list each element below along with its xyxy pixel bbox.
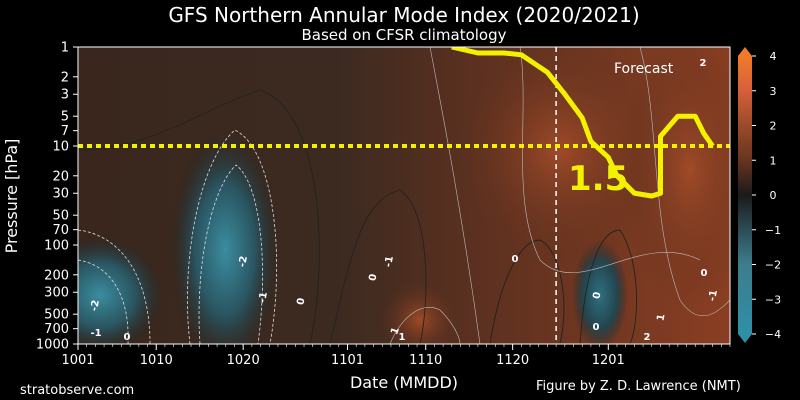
contour-thin bbox=[429, 47, 481, 344]
forecast-label: Forecast bbox=[614, 61, 674, 77]
contour-label: -1 bbox=[707, 289, 720, 302]
contour-label: 0 bbox=[701, 268, 708, 279]
y-tick-label: 100 bbox=[44, 239, 69, 254]
colorbar-gradient bbox=[738, 56, 752, 334]
positive-anomaly-late-november bbox=[450, 47, 670, 270]
x-tick-label: 1020 bbox=[227, 353, 260, 368]
contour-label: -1 bbox=[257, 291, 270, 304]
contour-dashed bbox=[187, 129, 277, 344]
x-tick-label: 1201 bbox=[592, 353, 625, 368]
contour-solid bbox=[329, 189, 427, 344]
positive-anomaly-december bbox=[620, 47, 730, 310]
colorbar-tick-label: 3 bbox=[770, 85, 777, 98]
colorbar-tick-label: −2 bbox=[765, 259, 781, 272]
y-tick-label: 200 bbox=[44, 268, 69, 283]
plot-frame bbox=[77, 46, 731, 345]
contour-label: 2 bbox=[700, 58, 707, 69]
y-tick-label: 700 bbox=[44, 322, 69, 337]
chart-title: GFS Northern Annular Mode Index (2020/20… bbox=[168, 3, 639, 27]
contour-label: 0 bbox=[593, 322, 600, 333]
colorbar-tick-label: 1 bbox=[770, 154, 777, 167]
contour-label: -2 bbox=[237, 255, 250, 268]
contour-dashed bbox=[78, 259, 129, 344]
footer-credit: Figure by Z. D. Lawrence (NMT) bbox=[536, 379, 741, 394]
contour-label: 0 bbox=[296, 297, 308, 306]
colorbar-ticks: 4 3 2 1 0 −1 −2 −3 −4 bbox=[752, 50, 781, 341]
x-tick-label: 1001 bbox=[61, 353, 94, 368]
positive-anomaly-early-november bbox=[380, 280, 460, 344]
negative-anomaly-mid-october bbox=[170, 130, 280, 344]
contour-solid bbox=[78, 89, 320, 344]
x-tick-label: 1120 bbox=[496, 353, 529, 368]
contour-thin bbox=[389, 307, 461, 344]
y-tick-label: 1 bbox=[61, 41, 69, 56]
contour-label: 1 bbox=[656, 313, 668, 322]
x-axis-ticks: 1001 1010 1020 1101 1110 1120 1201 bbox=[61, 344, 731, 368]
y-tick-label: 30 bbox=[52, 187, 69, 202]
y-tick-label: 10 bbox=[52, 140, 69, 155]
y-tick-label: 1000 bbox=[36, 338, 69, 353]
y-tick-label: 500 bbox=[44, 308, 69, 323]
colorbar-min-extension bbox=[738, 334, 752, 343]
y-tick-label: 50 bbox=[52, 209, 69, 224]
colorbar-tick-label: −3 bbox=[765, 293, 781, 306]
y-tick-label: 2 bbox=[61, 70, 69, 85]
colorbar-max-extension bbox=[738, 47, 752, 56]
threshold-contour-line bbox=[451, 47, 715, 199]
contour-thin bbox=[519, 47, 701, 273]
contour-thin bbox=[639, 47, 730, 316]
colorbar-tick-label: −1 bbox=[765, 224, 781, 237]
contour-label: 0 bbox=[124, 332, 131, 343]
y-tick-label: 7 bbox=[61, 124, 69, 139]
contour-dashed bbox=[78, 229, 151, 344]
y-axis-label: Pressure [hPa] bbox=[2, 139, 21, 254]
contour-label: 0 bbox=[592, 291, 604, 300]
x-tick-label: 1101 bbox=[331, 353, 364, 368]
colorbar-tick-label: 4 bbox=[770, 50, 777, 63]
y-tick-label: 20 bbox=[52, 169, 69, 184]
colorbar-tick-label: 2 bbox=[770, 120, 777, 133]
contour-solid bbox=[579, 229, 638, 344]
contour-label: 0 bbox=[512, 254, 519, 265]
y-tick-label: 300 bbox=[44, 286, 69, 301]
contour-label: -1 bbox=[383, 255, 396, 268]
colorbar-tick-label: −4 bbox=[765, 328, 781, 341]
contour-label: 1 bbox=[389, 326, 402, 336]
x-tick-label: 1010 bbox=[140, 353, 173, 368]
footer-site: stratobserve.com bbox=[20, 383, 134, 398]
contour-solid bbox=[489, 239, 565, 344]
annotation-1-5: 1.5 bbox=[568, 159, 628, 199]
y-tick-label: 5 bbox=[61, 110, 69, 125]
contour-label: -2 bbox=[89, 299, 102, 312]
colorbar-tick-label: 0 bbox=[770, 189, 777, 202]
contour-label: 2 bbox=[644, 332, 651, 343]
contour-label: -1 bbox=[90, 328, 101, 339]
x-axis-label: Date (MMDD) bbox=[350, 373, 458, 392]
y-tick-label: 70 bbox=[52, 223, 69, 238]
colorbar: 4 3 2 1 0 −1 −2 −3 −4 bbox=[738, 47, 781, 343]
contour-label: 0 bbox=[368, 273, 380, 282]
x-tick-label: 1110 bbox=[409, 353, 442, 368]
negative-anomaly-lower-left bbox=[78, 235, 165, 344]
y-tick-label: 3 bbox=[61, 88, 69, 103]
contour-label: 1 bbox=[399, 332, 406, 343]
chart-subtitle: Based on CFSR climatology bbox=[301, 26, 506, 44]
contour-dashed bbox=[198, 164, 263, 344]
